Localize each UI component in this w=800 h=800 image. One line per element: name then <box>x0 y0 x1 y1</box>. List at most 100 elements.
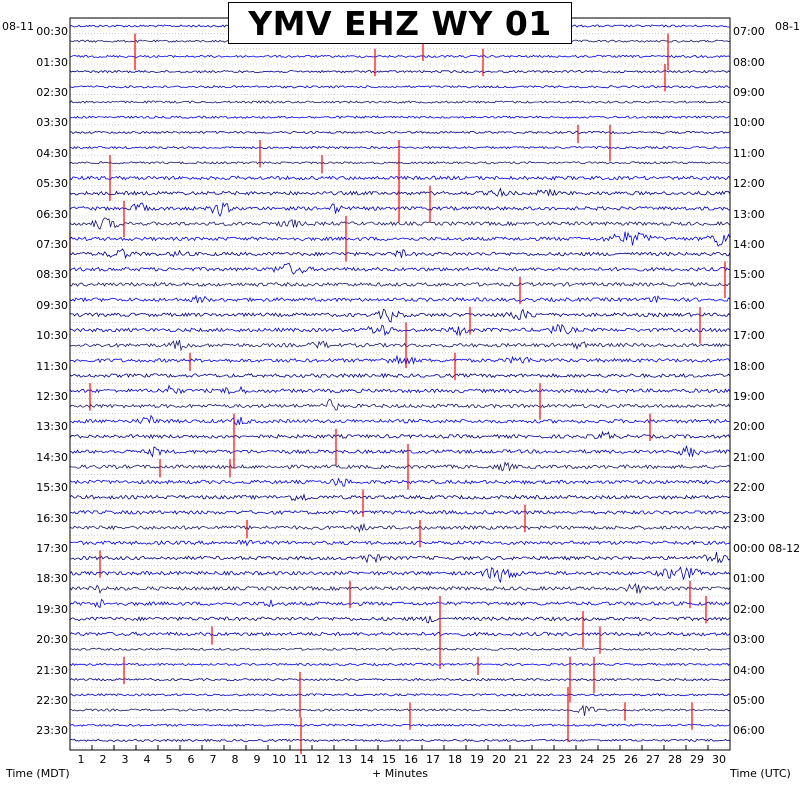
seismic-trace-row <box>69 477 731 487</box>
x-tick-label: 23 <box>558 753 572 766</box>
x-tick-label: 28 <box>668 753 682 766</box>
seismic-trace-row <box>69 509 731 515</box>
left-time-label: 04:30 <box>36 146 68 160</box>
left-time-label: 06:30 <box>36 207 68 221</box>
seismic-trace-row <box>69 693 731 697</box>
left-time-label: 02:30 <box>36 86 68 99</box>
x-tick-label: 27 <box>646 753 660 766</box>
seismic-trace-row <box>69 372 731 379</box>
seismic-trace-row <box>69 217 731 230</box>
left-time-label: 17:30 <box>36 542 68 555</box>
date-left: 08-11 <box>2 20 34 33</box>
x-tick-label: 2 <box>99 753 107 766</box>
seismic-trace-row <box>69 704 731 716</box>
title-box: YMV EHZ WY 01 <box>228 2 572 44</box>
x-tick-label: 18 <box>448 753 462 766</box>
right-time-label: 07:00 <box>733 25 765 39</box>
left-time-label: 00:30 <box>36 25 68 39</box>
seismic-trace-row <box>69 308 731 323</box>
x-tick-label: 5 <box>165 753 173 766</box>
seismic-trace-row <box>69 262 731 275</box>
seismic-trace-row <box>69 582 731 595</box>
seismic-trace-row <box>69 281 731 287</box>
right-time-label: 02:00 <box>733 602 765 616</box>
x-tick-label: 30 <box>712 753 726 766</box>
x-tick-label: 6 <box>187 753 195 766</box>
seismic-trace-row <box>69 161 731 165</box>
right-time-label: 04:00 <box>733 663 765 677</box>
right-time-label: 19:00 <box>733 390 765 403</box>
seismic-trace-row <box>69 566 731 584</box>
right-time-label: 03:00 <box>733 633 765 647</box>
seismic-trace-row <box>69 662 731 667</box>
right-time-label: 06:00 <box>733 724 765 738</box>
x-tick-label: 3 <box>121 753 129 766</box>
left-time-label: 05:30 <box>36 177 68 191</box>
x-tick-label: 4 <box>143 753 151 766</box>
x-tick-label: 9 <box>253 753 261 766</box>
left-time-label: 21:30 <box>36 663 68 677</box>
x-tick-label: 1 <box>77 753 85 766</box>
seismic-trace-row <box>69 100 731 104</box>
x-tick-label: 19 <box>470 753 484 766</box>
left-time-label: 14:30 <box>36 450 68 464</box>
left-time-label: 10:30 <box>36 329 68 343</box>
right-time-label: 16:00 <box>733 298 765 312</box>
right-time-label: 15:00 <box>733 268 765 282</box>
seismic-trace-row <box>69 738 731 743</box>
seismic-trace-row <box>69 69 731 74</box>
seismic-trace-row <box>69 522 731 534</box>
seismic-trace-row <box>70 323 731 337</box>
left-time-label: 22:30 <box>36 694 68 707</box>
seismic-trace-row <box>69 647 731 651</box>
x-axis-label: + Minutes <box>372 767 429 780</box>
x-tick-label: 15 <box>382 753 396 766</box>
x-tick-label: 29 <box>690 753 704 766</box>
x-tick-label: 21 <box>514 753 528 766</box>
x-tick-label: 16 <box>404 753 418 766</box>
tick-layer <box>69 745 731 750</box>
seismic-trace-row <box>69 539 731 547</box>
chart-title: YMV EHZ WY 01 <box>248 3 552 43</box>
right-time-label: 22:00 <box>733 481 765 495</box>
x-tick-label: 25 <box>602 753 616 766</box>
right-time-label: 08:00 <box>733 55 765 69</box>
right-time-label: 12:00 <box>733 177 765 191</box>
x-tick-label: 26 <box>624 753 638 766</box>
left-time-label: 11:30 <box>36 359 68 373</box>
seismic-trace-row <box>69 54 731 59</box>
seismic-trace-row <box>69 384 731 395</box>
seismic-trace-row <box>69 723 731 727</box>
seismic-trace-row <box>69 231 731 247</box>
x-tick-label: 20 <box>492 753 506 766</box>
left-time-label: 08:30 <box>36 268 68 282</box>
right-time-label: 10:00 <box>733 116 765 130</box>
right-time-label: 20:00 <box>733 420 765 434</box>
left-time-label: 12:30 <box>36 390 68 403</box>
x-tick-label: 10 <box>272 753 286 766</box>
left-time-label: 20:30 <box>36 633 68 647</box>
right-time-label: 23:00 <box>733 511 765 525</box>
left-time-label: 07:30 <box>36 238 68 251</box>
grid-layer <box>70 18 730 750</box>
seismic-trace-row <box>69 294 731 304</box>
right-time-label: 14:00 <box>733 238 765 251</box>
left-time-label: 16:30 <box>36 511 68 525</box>
seismic-trace-row <box>69 461 731 472</box>
x-tick-label: 8 <box>231 753 239 766</box>
seismic-trace-row <box>69 398 731 411</box>
trace-layer <box>69 24 731 743</box>
right-time-label: 17:00 <box>733 329 765 343</box>
seismic-trace-row <box>69 445 731 458</box>
left-time-label: 18:30 <box>36 572 68 586</box>
left-time-label: 09:30 <box>36 298 68 312</box>
left-time-label: 13:30 <box>36 420 68 434</box>
left-time-label: 15:30 <box>36 481 68 495</box>
right-time-label: 18:00 <box>733 359 765 373</box>
date-right: 08-1 <box>775 20 800 33</box>
seismic-trace-row <box>69 115 731 119</box>
x-tick-label: 22 <box>536 753 550 766</box>
seismic-trace-row <box>69 615 731 624</box>
left-time-label: 19:30 <box>36 602 68 616</box>
